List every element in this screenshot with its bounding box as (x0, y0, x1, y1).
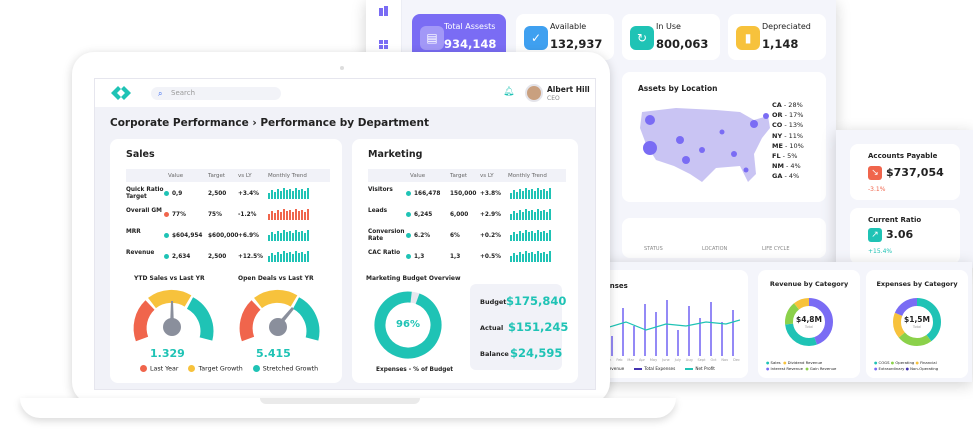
location-item: NY - 11% (772, 131, 804, 140)
month-label: Apr (638, 358, 645, 362)
month-label: July (674, 358, 681, 362)
expenses-category-card: Expenses by Category $1,5M Total ● COGS … (866, 270, 968, 378)
location-item: CA - 28% (772, 101, 803, 109)
month-label: Nov (721, 358, 729, 362)
expenses-donut (893, 298, 941, 346)
table-row: Quick Ratio Target 0,9 2,500 +3.4% (126, 185, 330, 205)
location-item: NM - 4% (772, 162, 801, 171)
laptop-screen: ⌕ Search 🔔︎ Albert Hill CEO Corporate Per… (94, 78, 596, 390)
building-icon[interactable] (378, 5, 390, 17)
open-deals-gauge (239, 289, 320, 342)
refresh-icon: ↻ (630, 26, 654, 50)
expenses-chart-card: penses JanFebMarAprMayJuneJulyAugSeptOct… (590, 270, 748, 378)
finance-kpi-panel: Accounts Payable ↘ $737,054 -3.1% Curren… (836, 130, 973, 268)
document-icon: ▮ (736, 26, 760, 50)
laptop-camera (340, 66, 344, 70)
month-label: Oct (710, 358, 717, 362)
net-profit-line (606, 319, 740, 331)
check-icon: ✓ (524, 26, 548, 50)
user-role: CEO (547, 95, 560, 102)
month-label: June (662, 358, 670, 362)
kpi-card-depreciated[interactable]: ▮ Depreciated 1,148 (728, 14, 826, 60)
trend-sparkline (268, 251, 309, 262)
budget-donut-caption: Expenses - % of Budget (376, 367, 454, 373)
month-label: May (649, 358, 658, 362)
logo-icon[interactable] (111, 86, 131, 100)
budget-donut (374, 291, 442, 359)
laptop-base (20, 398, 676, 418)
table-row: Overall GM 77% 75% -1.2% (126, 206, 330, 226)
table-row: Visitors 166,478 150,000 +3.8% (368, 185, 572, 205)
sales-table-header: Value Target vs LY Monthly Trend (126, 169, 330, 182)
trend-sparkline (510, 251, 551, 262)
kpi-card-in-use[interactable]: ↻ In Use 800,063 (622, 14, 720, 60)
top-bar: ⌕ Search 🔔︎ Albert Hill CEO (95, 79, 595, 107)
sales-title: Sales (126, 149, 155, 160)
ytd-gauge-title: YTD Sales vs Last YR (134, 275, 205, 282)
month-label: Feb (616, 358, 623, 362)
marketing-title: Marketing (368, 149, 423, 160)
search-icon: ⌕ (158, 89, 163, 98)
deals-gauge-value: 5.415 (256, 347, 291, 360)
clipboard-icon: ▤ (420, 26, 444, 50)
month-label: Mar (627, 358, 635, 362)
accounts-payable-card[interactable]: Accounts Payable ↘ $737,054 -3.1% (850, 144, 960, 200)
current-ratio-card[interactable]: Current Ratio ↗ 3.06 +15.4% (850, 208, 960, 264)
expenses-months: JanFebMarAprMayJuneJulyAugSeptOctNovDec (606, 358, 740, 362)
budget-donut-pct: 96% (396, 319, 420, 330)
table-row: Revenue 2,634 2,500 +12.5% (126, 248, 330, 268)
revenue-donut (785, 298, 833, 346)
expenses-cat-legend: ● COGS ● Operating ● Financial ● Extraor… (874, 360, 939, 371)
trend-sparkline (510, 188, 551, 199)
table-row: MRR $604,954 $600,000 +6.9% (126, 227, 330, 247)
month-label: Dec (733, 358, 740, 362)
assets-by-location-card: Assets by Location CA - 28% OR - 17% CO - … (622, 72, 826, 202)
avatar[interactable] (525, 84, 543, 102)
trend-sparkline (510, 230, 551, 241)
expenses-panel: penses JanFebMarAprMayJuneJulyAugSeptOct… (586, 262, 972, 382)
location-item: FL - 5% (772, 152, 798, 161)
user-name: Albert Hill (547, 85, 590, 94)
ytd-sales-gauge (133, 289, 214, 342)
revenue-category-card: Revenue by Category $4,8M Total ● Sales … (758, 270, 860, 378)
budget-summary: Budget $175,840 Actual $151,245 Balance … (470, 284, 568, 370)
bell-icon[interactable]: 🔔︎ (503, 87, 515, 97)
trend-down-icon: ↘ (868, 166, 882, 180)
location-list: CA - 28% OR - 17% CO - 13% NY - 11% ME - 10%… (772, 100, 804, 182)
location-item: ME - 10% (772, 141, 804, 150)
sales-section: Sales Value Target vs LY Monthly Trend Q… (110, 139, 342, 383)
trend-sparkline (510, 209, 551, 220)
breadcrumb: Corporate Performance › Performance by D… (110, 117, 429, 129)
marketing-section: Marketing Value Target vs LY Monthly Tre… (352, 139, 578, 383)
trend-up-icon: ↗ (868, 228, 882, 242)
expenses-legend: Revenue Total Expenses Net Profit (596, 366, 715, 371)
expenses-line-chart (606, 300, 740, 356)
month-label: Sept (697, 358, 706, 362)
us-map (640, 108, 770, 182)
month-label: Aug (685, 358, 693, 362)
location-item: OR - 17% (772, 111, 804, 120)
table-row: CAC Ratio 1,3 1,3 +0.5% (368, 248, 572, 268)
grid-icon[interactable] (379, 40, 389, 50)
asset-table-card: STATUS LOCATION LIFE CYCLE (622, 218, 826, 258)
deals-gauge-title: Open Deals vs Last YR (238, 275, 314, 282)
marketing-table-header: Value Target vs LY Monthly Trend (368, 169, 566, 182)
ytd-gauge-value: 1.329 (150, 347, 185, 360)
search-input[interactable]: ⌕ Search (151, 87, 281, 100)
table-row: Conversion Rate 6.2% 6% +0.2% (368, 227, 572, 247)
trend-sparkline (268, 188, 309, 199)
location-item: GA - 4% (772, 172, 800, 181)
trend-sparkline (268, 209, 309, 220)
trend-sparkline (268, 230, 309, 241)
location-item: CO - 13% (772, 121, 804, 130)
table-row: Leads 6,245 6,000 +2.9% (368, 206, 572, 226)
budget-overview-title: Marketing Budget Overview (366, 275, 461, 282)
revenue-legend: ● Sales ● Dividend Revenue ● Interest Re… (766, 360, 837, 371)
gauge-legend: Last Year Target Growth Stretched Growth (140, 365, 318, 373)
